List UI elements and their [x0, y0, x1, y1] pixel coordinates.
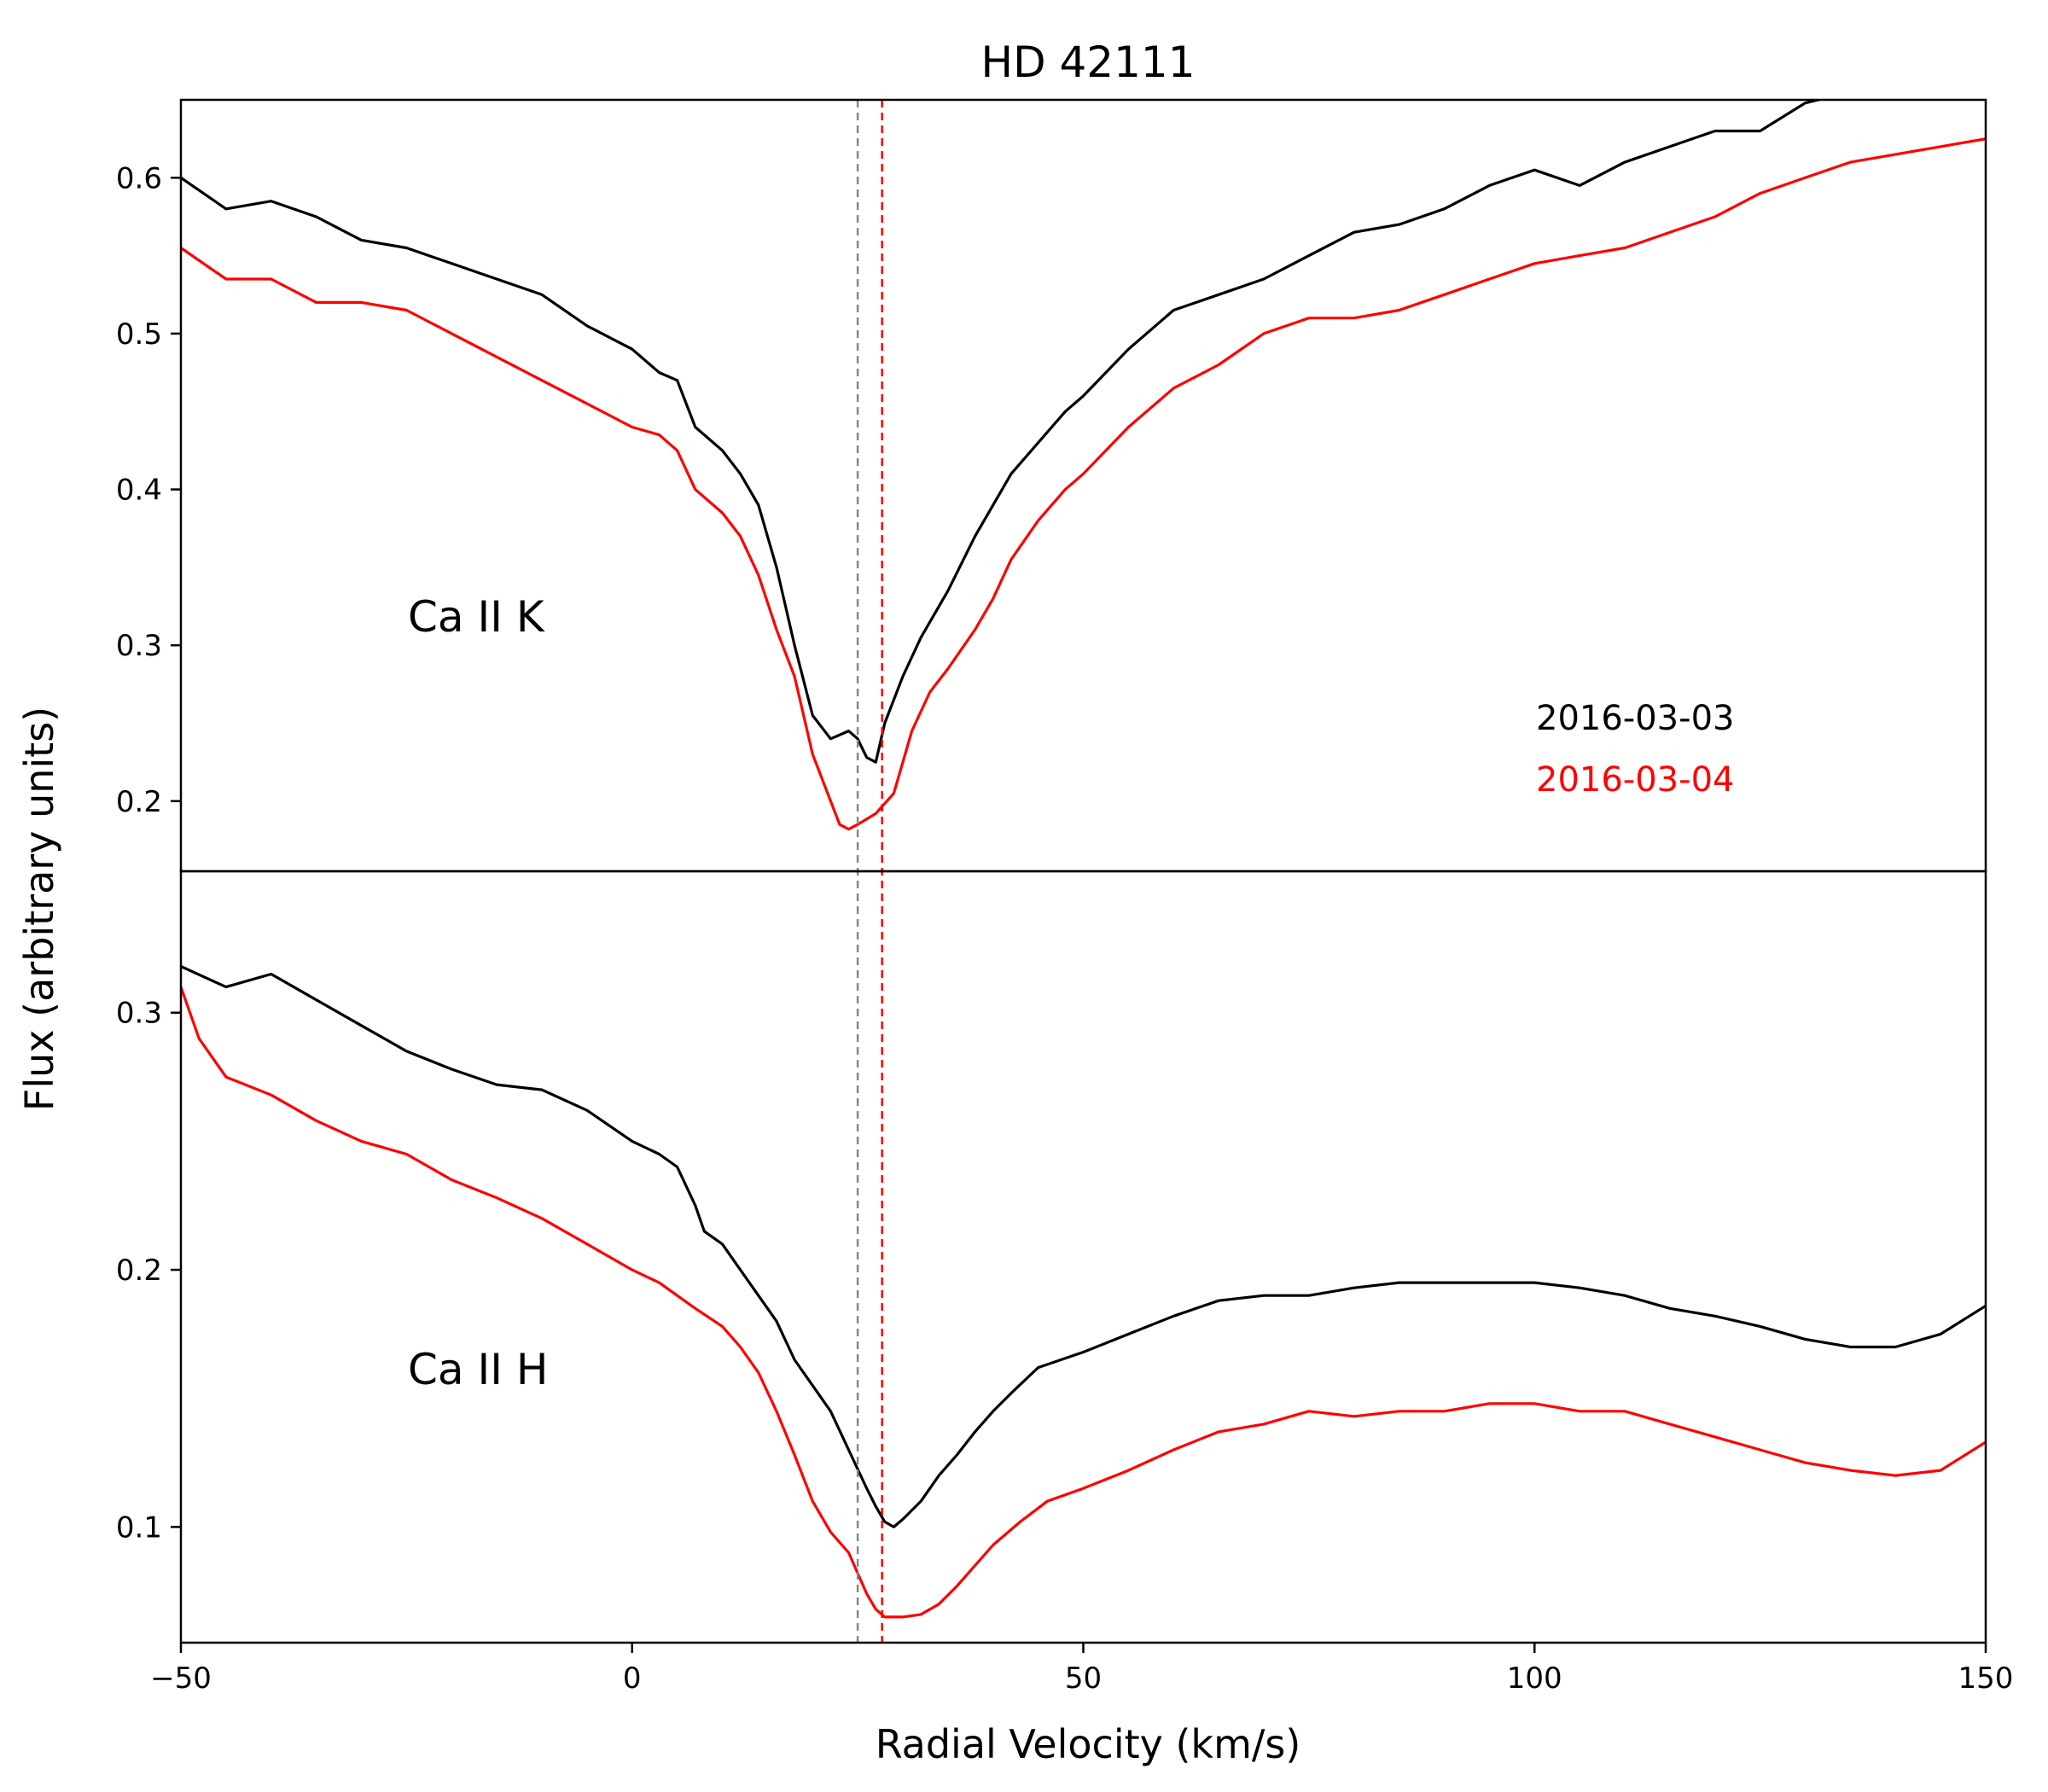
x-tick-label: 50: [1065, 1661, 1102, 1696]
y-tick-label: 0.6: [116, 161, 162, 195]
x-tick-label: −50: [150, 1661, 212, 1696]
x-axis-label: Radial Velocity (km/s): [876, 1721, 1301, 1767]
x-tick-label: 100: [1507, 1661, 1562, 1696]
y-tick-label: 0.1: [116, 1510, 162, 1545]
series-line-ca-ii-h-2016-03-04: [181, 986, 1986, 1619]
panel-label-ca-ii-h: Ca II H: [408, 1345, 548, 1394]
panel-ca-ii-h: 0.1 0.2 0.3 Ca II H: [116, 965, 1986, 1619]
y-tick-label: 0.4: [116, 474, 162, 508]
y-tick-label: 0.3: [116, 997, 162, 1031]
x-tick-label: 150: [1958, 1661, 2014, 1696]
x-axis-ticks: −50 0 50 100 150: [150, 1643, 2013, 1696]
panel-bottom-series: [181, 965, 1986, 1619]
panel-top-y-ticks: 0.2 0.3 0.4 0.5 0.6: [116, 161, 181, 819]
legend-entry-2016-03-04: 2016-03-04: [1536, 760, 1734, 800]
y-tick-label: 0.3: [116, 629, 162, 663]
chart-title: HD 42111: [980, 38, 1195, 87]
series-line-ca-ii-k-2016-03-03: [181, 100, 1824, 764]
y-axis-label: Flux (arbitrary units): [16, 707, 62, 1111]
panel-top-series: [181, 100, 1986, 831]
panel-bottom-frame: [179, 870, 1987, 1644]
legend-entry-2016-03-03: 2016-03-03: [1536, 699, 1734, 738]
x-tick-label: 0: [623, 1661, 642, 1696]
panel-bottom-y-ticks: 0.1 0.2 0.3: [116, 997, 181, 1545]
series-line-ca-ii-k-2016-03-04: [181, 137, 1986, 831]
panel-label-ca-ii-k: Ca II K: [408, 592, 545, 642]
series-line-ca-ii-h-2016-03-03: [181, 965, 1986, 1529]
y-tick-label: 0.2: [116, 785, 162, 819]
y-tick-label: 0.2: [116, 1254, 162, 1288]
panel-ca-ii-k: 0.2 0.3 0.4 0.5 0.6 Ca II K 2016-03-03 2016-…: [116, 100, 1986, 831]
y-tick-label: 0.5: [116, 317, 162, 352]
